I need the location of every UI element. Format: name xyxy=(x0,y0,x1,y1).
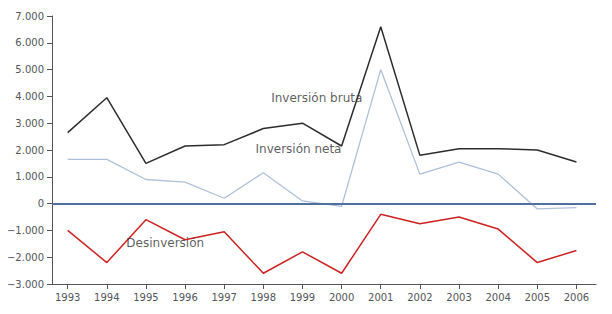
svg-text:−2.000: −2.000 xyxy=(7,252,44,263)
svg-text:Inversión bruta: Inversión bruta xyxy=(271,91,362,105)
svg-text:3.000: 3.000 xyxy=(15,118,44,129)
svg-text:0: 0 xyxy=(38,198,44,209)
svg-text:1999: 1999 xyxy=(290,292,315,303)
svg-text:1.000: 1.000 xyxy=(15,171,44,182)
svg-text:2004: 2004 xyxy=(485,292,510,303)
svg-text:Desinversión: Desinversión xyxy=(126,236,204,250)
svg-text:1994: 1994 xyxy=(94,292,119,303)
svg-text:4.000: 4.000 xyxy=(15,91,44,102)
svg-text:1993: 1993 xyxy=(55,292,80,303)
svg-text:2.000: 2.000 xyxy=(15,145,44,156)
svg-text:2005: 2005 xyxy=(525,292,550,303)
svg-text:Inversión neta: Inversión neta xyxy=(256,142,342,156)
svg-text:5.000: 5.000 xyxy=(15,64,44,75)
svg-text:2001: 2001 xyxy=(368,292,393,303)
svg-text:2003: 2003 xyxy=(446,292,471,303)
svg-text:2002: 2002 xyxy=(407,292,432,303)
svg-text:1996: 1996 xyxy=(172,292,197,303)
svg-text:7.000: 7.000 xyxy=(15,11,44,22)
svg-text:1995: 1995 xyxy=(133,292,158,303)
svg-text:6.000: 6.000 xyxy=(15,37,44,48)
svg-text:1998: 1998 xyxy=(251,292,276,303)
svg-text:2000: 2000 xyxy=(329,292,354,303)
svg-text:2006: 2006 xyxy=(564,292,589,303)
svg-text:−1.000: −1.000 xyxy=(7,225,44,236)
svg-text:−3.000: −3.000 xyxy=(7,279,44,290)
svg-text:1997: 1997 xyxy=(211,292,236,303)
